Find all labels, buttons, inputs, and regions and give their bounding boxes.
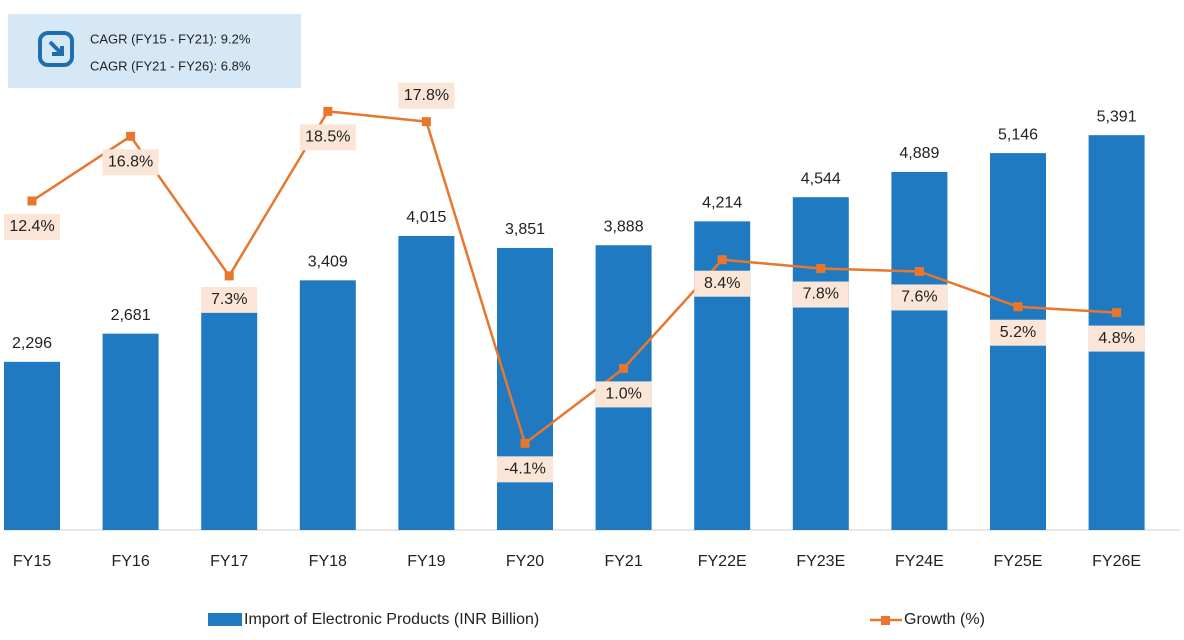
data-label: 16.8% [108, 154, 153, 171]
annotation-box [8, 14, 301, 88]
data-label-box [4, 213, 60, 240]
marker [914, 266, 924, 276]
marker [1013, 302, 1023, 312]
legend-label: Growth (%) [904, 611, 985, 628]
marker [619, 363, 629, 373]
data-label-box [990, 319, 1046, 346]
data-label: 4,889 [899, 145, 939, 162]
data-label: 4,544 [801, 170, 841, 187]
data-label: 4,015 [406, 209, 446, 226]
data-label-box [1088, 325, 1145, 352]
data-label: 8.4% [704, 275, 740, 292]
data-label: 12.4% [9, 218, 54, 235]
data-label: 7.6% [901, 289, 937, 306]
marker [224, 271, 234, 281]
data-label: 3,851 [505, 221, 545, 238]
marker [323, 106, 333, 116]
bar [299, 280, 356, 530]
bar [497, 247, 553, 530]
marker [520, 438, 530, 448]
bar [398, 235, 455, 530]
x-tick-label: FY17 [210, 553, 248, 570]
data-label: 1.0% [605, 386, 641, 403]
data-label-box [694, 270, 751, 297]
data-label-box [792, 281, 849, 308]
data-label-box [201, 286, 258, 313]
x-tick-label: FY24E [895, 553, 944, 570]
data-label-box [497, 456, 553, 483]
data-label: 2,296 [12, 335, 52, 352]
data-label: 5,146 [998, 126, 1038, 143]
data-label: 3,409 [308, 254, 348, 271]
annotation-icon [38, 31, 74, 67]
x-tick-label: FY23E [796, 553, 845, 570]
legend-swatch [208, 613, 242, 626]
marker [421, 117, 431, 127]
marker [816, 264, 826, 274]
data-label: 4.8% [1098, 330, 1134, 347]
data-label-box [891, 284, 948, 311]
data-label-box [102, 149, 159, 176]
x-tick-label: FY19 [407, 553, 445, 570]
data-label: 3,888 [604, 218, 644, 235]
data-label: 5,391 [1097, 108, 1137, 125]
marker [27, 196, 37, 206]
x-tick-label: FY20 [506, 553, 544, 570]
data-label: 7.8% [803, 286, 839, 303]
data-label: 18.5% [305, 129, 350, 146]
bar [694, 221, 751, 530]
legend-swatch [881, 616, 890, 625]
marker [1112, 308, 1122, 318]
x-tick-label: FY25E [994, 553, 1043, 570]
marker [717, 255, 727, 265]
x-tick-label: FY18 [309, 553, 347, 570]
data-label-box [398, 82, 455, 109]
bar [201, 311, 258, 530]
data-label: 17.8% [404, 87, 449, 104]
bar [102, 333, 159, 530]
data-label: 2,681 [111, 307, 151, 324]
bar [792, 197, 849, 530]
bar [4, 361, 60, 530]
bar [891, 171, 948, 531]
annotation: CAGR (FY21 - FY26): 6.8% [90, 58, 251, 73]
data-label: 5.2% [1000, 324, 1036, 341]
data-label-box [595, 381, 652, 408]
line [31, 110, 1117, 446]
data-label: -4.1% [504, 461, 546, 478]
x-tick-label: FY21 [604, 553, 642, 570]
legend-label: Import of Electronic Products (INR Billi… [244, 611, 539, 628]
x-tick-label: FY26E [1092, 553, 1141, 570]
x-tick-label: FY15 [13, 553, 51, 570]
x-tick-label: FY22E [698, 553, 747, 570]
annotation: CAGR (FY15 - FY21): 9.2% [90, 31, 251, 46]
data-label-box [299, 124, 356, 151]
data-label: 4,214 [702, 195, 742, 212]
marker [126, 131, 136, 141]
annotation-icon-arrow [48, 40, 64, 56]
x-tick-label: FY16 [111, 553, 149, 570]
data-label: 7.3% [211, 291, 247, 308]
